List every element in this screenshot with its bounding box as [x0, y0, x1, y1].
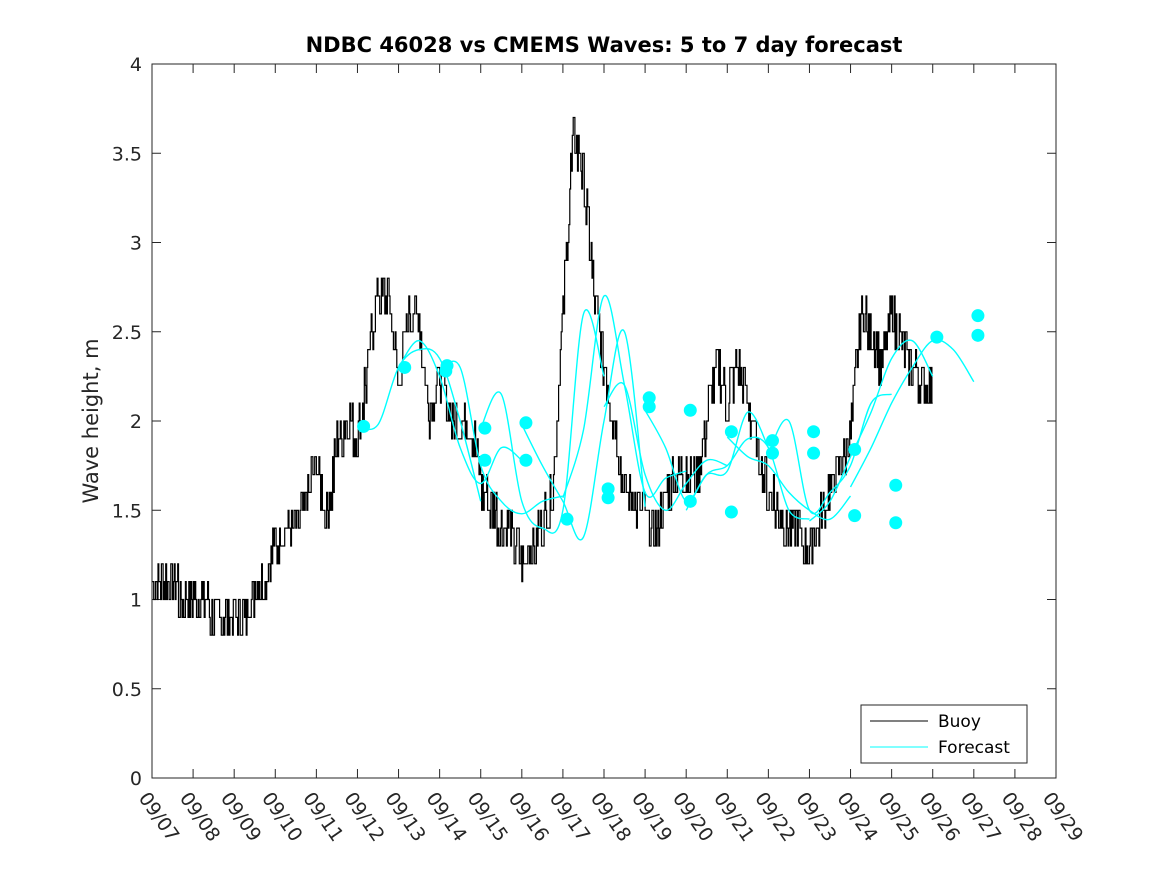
forecast-line: [439, 360, 564, 515]
forecast-point: [642, 391, 656, 405]
axes-box: [151, 63, 1057, 779]
forecast-point: [478, 421, 492, 435]
forecast-point: [642, 400, 656, 414]
forecast-point: [440, 359, 454, 373]
y-tick-label: 2: [130, 411, 142, 433]
forecast-line: [685, 436, 810, 520]
y-tick-label: 1: [130, 590, 142, 612]
forecast-point: [889, 478, 903, 492]
y-axis-label: Wave height, m: [79, 338, 103, 503]
legend-box: [860, 704, 1028, 764]
y-tick-label: 0: [130, 768, 142, 790]
forecast-line: [603, 382, 728, 511]
buoy-series: [152, 116, 933, 636]
forecast-line: [480, 309, 605, 534]
buoy-line: [152, 116, 933, 636]
forecast-line: [726, 436, 852, 521]
forecast-point: [601, 491, 615, 505]
forecast-point: [398, 360, 412, 374]
forecast-series: [357, 294, 975, 541]
forecast-point: [357, 419, 371, 433]
forecast-point: [519, 453, 533, 467]
forecast-point: [848, 509, 862, 523]
y-axis-ticks: 0 0.5 1 1.5 2 2.5 3 3.5 4: [112, 54, 1056, 790]
forecast-point: [930, 330, 944, 344]
forecast-point: [848, 443, 862, 457]
forecast-line: [357, 347, 482, 502]
forecast-line: [397, 340, 523, 485]
forecast-line: [849, 339, 975, 488]
forecast-point: [971, 309, 985, 323]
forecast-line: [562, 294, 687, 499]
legend: Buoy Forecast: [860, 704, 1028, 764]
forecast-markers: [357, 309, 985, 530]
forecast-point: [807, 446, 821, 460]
y-tick-label: 1.5: [112, 500, 142, 522]
forecast-line: [767, 393, 892, 515]
forecast-point: [971, 328, 985, 342]
forecast-point: [807, 425, 821, 439]
forecast-point: [601, 482, 615, 496]
forecast-line: [809, 339, 934, 522]
forecast-point: [889, 516, 903, 530]
forecast-point: [478, 453, 492, 467]
forecast-point: [683, 494, 697, 508]
legend-forecast-label: Forecast: [938, 738, 1010, 758]
forecast-point: [724, 505, 738, 519]
forecast-point: [724, 425, 738, 439]
forecast-point: [560, 512, 574, 526]
y-tick-label: 3.5: [112, 143, 142, 165]
y-tick-label: 0.5: [112, 679, 142, 701]
y-tick-label: 2.5: [112, 322, 142, 344]
forecast-point: [519, 416, 533, 430]
forecast-point: [765, 434, 779, 448]
legend-buoy-label: Buoy: [938, 712, 981, 732]
chart-title: NDBC 46028 vs CMEMS Waves: 5 to 7 day fo…: [306, 33, 903, 57]
y-tick-label: 4: [130, 54, 142, 76]
forecast-point: [765, 446, 779, 460]
forecast-point: [683, 403, 697, 417]
forecast-line: [521, 329, 646, 541]
y-tick-label: 3: [130, 233, 142, 255]
